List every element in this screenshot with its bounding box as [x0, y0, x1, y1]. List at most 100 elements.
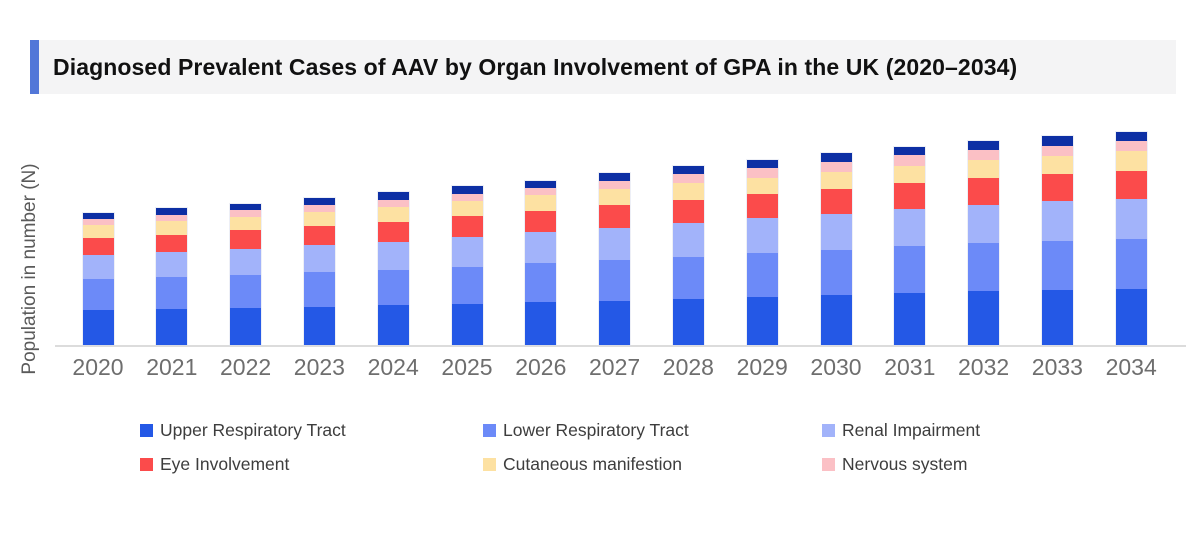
bar-segment — [968, 160, 1000, 178]
legend-color-swatch-icon — [483, 458, 496, 471]
bar-segment — [820, 188, 852, 214]
bar-segment — [230, 308, 262, 345]
bar-2029 — [746, 159, 778, 345]
bar-segment — [156, 214, 188, 221]
x-tick-label: 2023 — [293, 354, 345, 380]
bar-segment — [230, 216, 262, 230]
bar-segment — [451, 216, 483, 237]
bar-2023 — [303, 198, 335, 345]
bar-segment — [377, 221, 409, 242]
bar-segment — [599, 181, 631, 189]
bar-segment — [894, 246, 926, 293]
bar-segment — [303, 225, 335, 245]
bar-segment — [82, 237, 114, 255]
legend-item: Lower Respiratory Tract — [483, 420, 822, 440]
bar-segment — [968, 242, 1000, 291]
bar-segment — [746, 218, 778, 253]
bar-segment — [303, 205, 335, 212]
bar-segment — [599, 205, 631, 228]
bar-segment — [525, 181, 557, 188]
bar-segment — [525, 263, 557, 302]
bar-segment — [1115, 198, 1147, 239]
x-tick-label: 2031 — [884, 354, 936, 380]
bar-segment — [525, 187, 557, 195]
bar-segment — [599, 227, 631, 260]
bar-segment — [156, 277, 188, 309]
bar-segment — [599, 173, 631, 181]
bar-segment — [230, 230, 262, 249]
bar-segment — [377, 192, 409, 200]
bar-segment — [451, 237, 483, 267]
bar-segment — [672, 256, 704, 299]
bar-segment — [1115, 170, 1147, 199]
bar-segment — [156, 208, 188, 215]
legend-color-swatch-icon — [483, 424, 496, 437]
bar-segment — [1041, 136, 1073, 146]
bar-segment — [1115, 131, 1147, 141]
bar-segment — [451, 186, 483, 194]
legend-item: Nervous system — [822, 454, 980, 474]
legend-color-swatch-icon — [822, 458, 835, 471]
bar-segment — [82, 212, 114, 219]
bar-segment — [82, 279, 114, 310]
bar-segment — [525, 194, 557, 211]
bar-segment — [968, 141, 1000, 150]
bar-segment — [894, 209, 926, 246]
bar-segment — [451, 266, 483, 304]
bar-segment — [820, 161, 852, 172]
bar-2030 — [820, 153, 852, 345]
legend-color-swatch-icon — [140, 458, 153, 471]
bar-2031 — [894, 146, 926, 345]
bar-segment — [525, 232, 557, 263]
bar-2022 — [230, 203, 262, 345]
bar-segment — [599, 259, 631, 301]
bar-segment — [82, 218, 114, 225]
bar-segment — [230, 203, 262, 210]
bar-segment — [968, 149, 1000, 160]
bar-segment — [820, 213, 852, 250]
bar-2024 — [377, 192, 409, 345]
bar-segment — [451, 303, 483, 345]
bar-2032 — [968, 141, 1000, 345]
bar-segment — [82, 310, 114, 345]
x-tick-label: 2020 — [72, 354, 124, 380]
legend-color-swatch-icon — [822, 424, 835, 437]
bar-segment — [303, 198, 335, 205]
bar-segment — [1115, 289, 1147, 345]
bar-segment — [377, 199, 409, 207]
bar-segment — [156, 252, 188, 277]
bar-segment — [1115, 151, 1147, 171]
bar-segment — [599, 188, 631, 205]
x-tick-label: 2034 — [1105, 354, 1157, 380]
legend: Upper Respiratory Tract Lower Respiratory… — [140, 420, 980, 474]
bar-segment — [377, 207, 409, 222]
x-tick-label: 2032 — [958, 354, 1010, 380]
bar-segment — [156, 220, 188, 235]
legend-label: Eye Involvement — [160, 454, 290, 474]
bar-segment — [746, 177, 778, 194]
legend-item: Upper Respiratory Tract — [140, 420, 483, 440]
legend-color-swatch-icon — [140, 424, 153, 437]
bar-segment — [820, 249, 852, 295]
x-tick-label: 2030 — [810, 354, 862, 380]
bar-segment — [303, 272, 335, 307]
bar-segment — [303, 211, 335, 226]
bar-segment — [672, 165, 704, 174]
bar-segment — [672, 199, 704, 223]
bar-segment — [303, 306, 335, 345]
bar-segment — [599, 300, 631, 345]
legend-label: Cutaneous manifestion — [503, 454, 682, 474]
bar-segment — [672, 174, 704, 183]
bar-segment — [894, 293, 926, 345]
bar-segment — [82, 224, 114, 238]
bar-2033 — [1041, 136, 1073, 345]
bar-segment — [230, 249, 262, 275]
x-tick-label: 2027 — [589, 354, 641, 380]
bar-2026 — [525, 181, 557, 345]
bar-segment — [746, 297, 778, 345]
x-tick-label: 2021 — [146, 354, 198, 380]
bar-segment — [746, 253, 778, 297]
bar-segment — [894, 155, 926, 166]
